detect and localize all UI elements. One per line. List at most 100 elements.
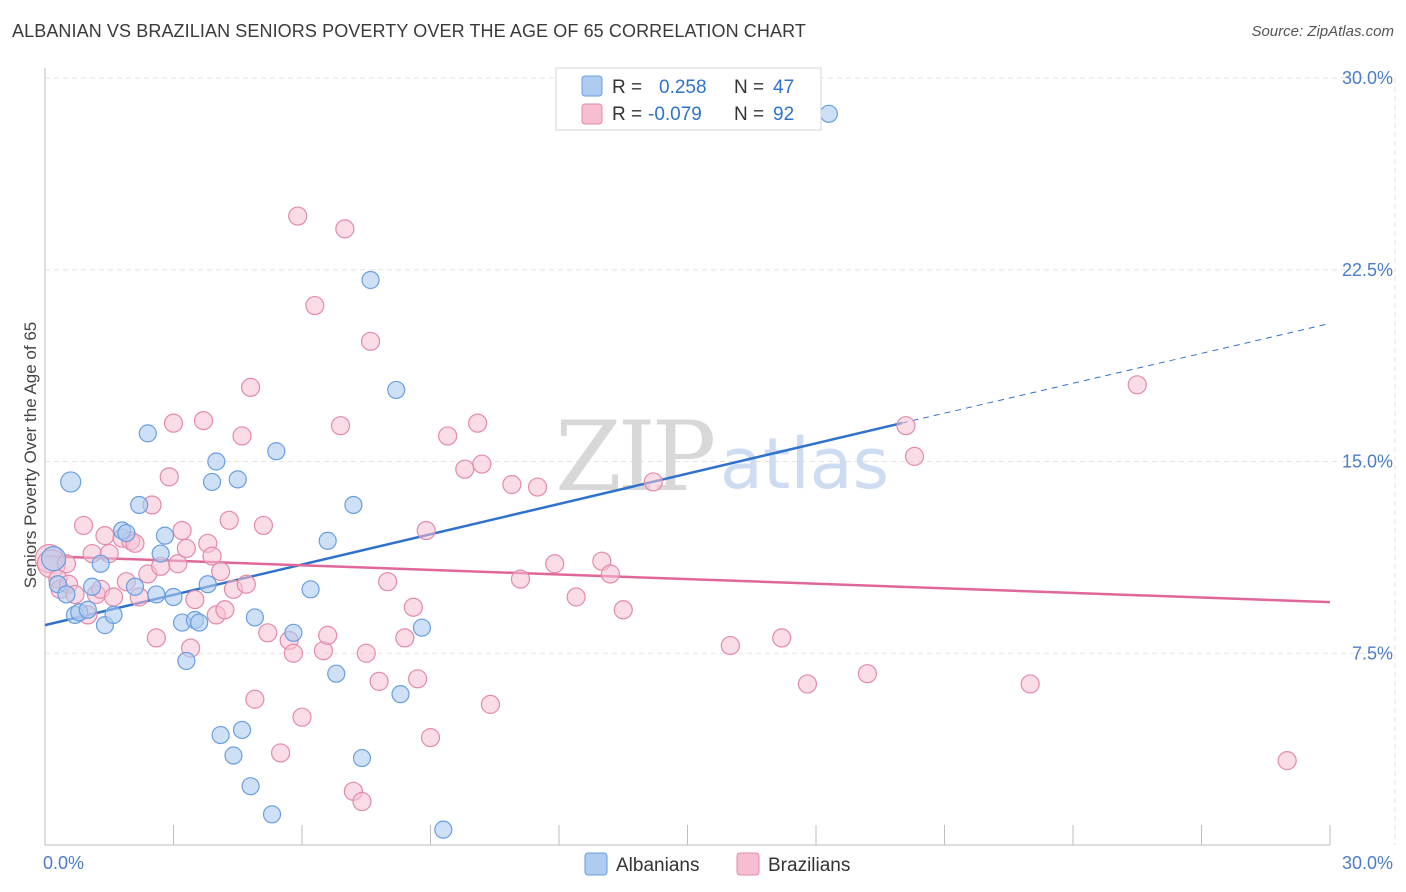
brazilian-point-61 — [395, 628, 415, 648]
brazilian-point-81 — [772, 628, 792, 648]
albanian-point-32 — [245, 608, 264, 627]
albanian-point-43 — [391, 685, 410, 704]
brazilian-point-31 — [193, 410, 214, 431]
albanian-point-37 — [318, 531, 337, 550]
albanian-point-30 — [232, 720, 252, 740]
albanian-point-35 — [284, 623, 303, 642]
brazilian-point-14 — [103, 587, 124, 607]
brazilian-point-53 — [330, 416, 351, 436]
bottom-legend-swatch-brazilians — [736, 852, 760, 876]
albanian-point-8 — [91, 554, 110, 573]
brazilian-point-60 — [378, 572, 398, 592]
brazilian-point-12 — [95, 526, 115, 546]
brazilian-point-35 — [211, 561, 231, 582]
axes — [44, 68, 1331, 846]
brazilian-point-7 — [73, 515, 94, 536]
series-albanians — [40, 104, 838, 839]
brazilian-point-39 — [232, 426, 252, 446]
brazilian-point-26 — [168, 554, 188, 574]
albanian-point-44 — [412, 618, 432, 637]
brazilian-point-73 — [527, 477, 548, 497]
brazilian-point-41 — [241, 377, 261, 397]
brazilian-point-86 — [1020, 674, 1040, 694]
brazilian-point-85 — [904, 446, 925, 466]
brazilian-point-75 — [566, 587, 586, 607]
y-tick-label-3: 30.0% — [1342, 68, 1393, 88]
albanian-point-21 — [177, 651, 196, 671]
bottom-legend-albanians: Albanians — [616, 855, 699, 876]
brazilian-point-52 — [318, 625, 338, 645]
brazilian-point-67 — [455, 459, 475, 479]
trendline-brazilians — [44, 554, 1331, 604]
brazilian-point-70 — [480, 694, 501, 714]
brazilian-point-25 — [163, 413, 184, 433]
legend-swatch-brazilians — [581, 103, 603, 125]
brazilian-point-30 — [185, 589, 205, 610]
y-axis-label: Seniors Poverty Over the Age of 65 — [21, 322, 40, 588]
brazilian-point-28 — [176, 538, 196, 559]
brazilian-point-47 — [283, 643, 304, 663]
albanian-point-25 — [202, 472, 222, 492]
albanian-point-33 — [262, 805, 282, 824]
y-tick-label-1: 15.0% — [1342, 452, 1393, 472]
correlation-legend: R = 0.258 N = 47 R = -0.079 N = 92 — [555, 67, 822, 131]
brazilian-point-66 — [438, 426, 458, 446]
brazilian-point-54 — [335, 219, 355, 239]
albanian-point-19 — [164, 587, 183, 607]
legend-swatch-albanians — [581, 75, 603, 97]
legend-n-label-2: N = — [734, 104, 764, 125]
brazilian-point-80 — [720, 635, 740, 656]
brazilian-point-24 — [159, 467, 179, 487]
brazilian-point-62 — [403, 597, 423, 617]
bottom-legend-brazilians: Brazilians — [768, 855, 850, 876]
albanian-point-26 — [207, 452, 226, 471]
legend-n-value-2: 92 — [773, 104, 794, 125]
brazilian-point-79 — [643, 472, 663, 492]
brazilian-point-36 — [215, 600, 235, 620]
brazilian-point-63 — [408, 669, 428, 689]
tick-labels: 7.5% 15.0% 22.5% 30.0% 0.0% 30.0% — [43, 68, 1393, 873]
brazilian-point-42 — [245, 689, 265, 709]
brazilian-point-65 — [420, 728, 441, 748]
albanian-point-45 — [434, 820, 453, 839]
watermark-atlas: atlas — [720, 423, 889, 505]
albanian-point-34 — [267, 442, 286, 461]
brazilian-point-82 — [797, 674, 818, 694]
brazilian-point-37 — [219, 510, 239, 530]
brazilian-point-57 — [356, 643, 376, 663]
brazilian-point-88 — [1277, 751, 1297, 771]
albanian-point-0 — [40, 546, 67, 572]
legend-n-label-1: N = — [734, 77, 764, 98]
brazilian-point-49 — [292, 707, 312, 727]
albanian-point-27 — [211, 725, 230, 745]
albanian-point-3 — [60, 471, 82, 493]
brazilian-point-83 — [857, 664, 878, 684]
brazilian-point-74 — [545, 554, 565, 574]
brazilian-point-50 — [305, 295, 325, 316]
watermark-zip: ZIP — [555, 401, 714, 513]
brazilian-point-68 — [468, 413, 488, 433]
x-tick-label-1: 30.0% — [1342, 853, 1393, 873]
albanian-point-16 — [147, 585, 166, 604]
trendline-albanians — [44, 421, 902, 627]
albanian-point-2 — [57, 585, 76, 604]
albanian-point-14 — [130, 495, 149, 515]
albanian-point-18 — [155, 526, 175, 545]
brazilian-point-45 — [270, 743, 291, 763]
brazilian-point-64 — [416, 520, 436, 541]
albanian-point-41 — [361, 270, 380, 290]
brazilian-point-43 — [253, 515, 274, 536]
albanian-point-28 — [224, 746, 243, 765]
albanian-point-29 — [228, 470, 247, 489]
trendlines — [44, 322, 1331, 627]
legend-r-label-2: R = — [612, 104, 642, 125]
brazilian-point-72 — [510, 569, 531, 589]
brazilian-point-71 — [502, 474, 522, 495]
albanian-point-40 — [352, 748, 372, 768]
albanian-point-17 — [151, 544, 170, 563]
albanian-point-7 — [83, 577, 102, 596]
albanian-point-12 — [117, 523, 136, 543]
albanian-point-46 — [819, 104, 838, 123]
source-credit: Source: ZipAtlas.com — [1251, 23, 1394, 40]
